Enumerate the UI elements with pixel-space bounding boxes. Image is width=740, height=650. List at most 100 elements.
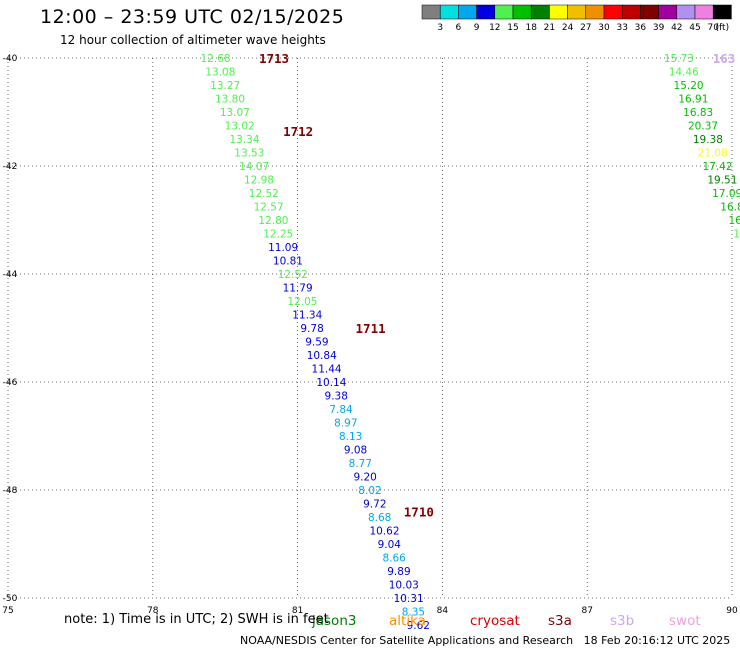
swh-value: 10.03 xyxy=(389,580,419,592)
colorbar-swatch xyxy=(585,4,605,20)
swh-value: 9.38 xyxy=(325,391,348,403)
swh-value: 16. xyxy=(728,215,740,227)
swh-value: 8.02 xyxy=(358,485,381,497)
swh-value: 15.20 xyxy=(674,80,704,92)
swh-value: 9.72 xyxy=(363,499,386,511)
colorbar-swatch xyxy=(512,4,532,20)
swh-value: 16.91 xyxy=(678,94,708,106)
colorbar-label: 24 xyxy=(562,23,574,33)
colorbar-swatch xyxy=(567,4,587,20)
swh-value: 8.66 xyxy=(382,553,406,565)
satellite-legend-item: jason3 xyxy=(311,613,356,629)
colorbar-label: 3 xyxy=(437,23,443,33)
colorbar-label: 6 xyxy=(456,23,462,33)
colorbar-swatch xyxy=(549,4,568,20)
swh-value: 19.51 xyxy=(707,175,737,187)
swh-value: 16.83 xyxy=(683,107,713,119)
swh-value: 9.04 xyxy=(378,539,402,551)
swh-value: 16.8 xyxy=(720,202,740,214)
swh-value: 13.80 xyxy=(215,94,245,106)
swh-value: 9.62 xyxy=(407,620,430,632)
colorbar-label: 70 xyxy=(707,23,719,33)
colorbar-label: 33 xyxy=(616,23,627,33)
grid-lines xyxy=(7,57,733,599)
swh-value: 8.35 xyxy=(402,607,425,619)
swh-value: 17.42 xyxy=(702,161,732,173)
swh-value: 13.34 xyxy=(229,134,259,146)
colorbar-label: 42 xyxy=(671,23,682,33)
colorbar-swatch xyxy=(421,4,441,20)
time-label: 1713 xyxy=(259,51,289,66)
y-tick-label: -48 xyxy=(3,486,18,496)
x-tick-label: 75 xyxy=(2,606,13,616)
colorbar-swatch xyxy=(694,4,714,20)
y-tick-label: -40 xyxy=(3,54,18,64)
footer-credit: NOAA/NESDIS Center for Satellite Applica… xyxy=(240,634,731,647)
swh-value: 11.34 xyxy=(292,310,322,322)
swh-value: 13.27 xyxy=(210,80,240,92)
colorbar-swatch xyxy=(676,4,696,20)
colorbar-label: 15 xyxy=(507,23,518,33)
satellite-legend-item: s3b xyxy=(610,613,634,629)
colorbar-swatch xyxy=(439,4,459,20)
y-tick-label: -46 xyxy=(3,378,18,388)
chart-subtitle: 12 hour collection of altimeter wave hei… xyxy=(60,33,326,47)
colorbar-swatch xyxy=(530,4,550,20)
x-tick-label: 81 xyxy=(292,606,303,616)
swh-value: 11.44 xyxy=(312,364,342,376)
swh-value: 8.13 xyxy=(339,431,362,443)
swh-value: 9.59 xyxy=(305,337,328,349)
swh-value: 12.52 xyxy=(278,269,308,281)
swh-value: 12.57 xyxy=(254,202,284,214)
swh-value: 11.09 xyxy=(268,242,298,254)
swh-value: 10.84 xyxy=(307,350,337,362)
time-label: 1712 xyxy=(283,124,313,139)
y-tick-label: -50 xyxy=(3,594,18,604)
satellite-legend-item: swot xyxy=(669,613,701,629)
colorbar-swatch xyxy=(458,4,477,20)
colorbar-swatch xyxy=(476,4,496,20)
colorbar-label: 30 xyxy=(598,23,610,33)
x-tick-label: 78 xyxy=(147,606,159,616)
time-label: 1710 xyxy=(404,505,434,520)
x-tick-label: 90 xyxy=(726,606,738,616)
colorbar-swatch xyxy=(712,4,732,20)
colorbar-label: (ft) xyxy=(716,23,730,33)
swh-value: 12.80 xyxy=(258,215,288,227)
colorbar-swatch xyxy=(621,4,641,20)
colorbar-label: 45 xyxy=(689,23,700,33)
chart-title: 12:00 – 23:59 UTC 02/15/2025 xyxy=(40,6,345,28)
colorbar-label: 27 xyxy=(580,23,591,33)
x-tick-label: 87 xyxy=(581,606,592,616)
colorbar-swatch xyxy=(603,4,623,20)
swh-value: 9.78 xyxy=(300,323,323,335)
swh-value: 13.53 xyxy=(234,148,264,160)
swh-value: 15. xyxy=(733,229,740,241)
swh-value: 17.09 xyxy=(712,188,740,200)
swh-value: 13.08 xyxy=(205,67,235,79)
y-tick-label: -44 xyxy=(3,270,18,280)
swh-value: 12.05 xyxy=(287,296,317,308)
colorbar-label: 39 xyxy=(653,23,665,33)
colorbar-swatch xyxy=(494,4,514,20)
swh-value: 10.81 xyxy=(273,256,303,268)
swh-value: 9.20 xyxy=(353,472,376,484)
swh-value: 12.98 xyxy=(244,175,274,187)
colorbar-swatch xyxy=(640,4,659,20)
colorbar-label: 9 xyxy=(474,23,480,33)
swh-value: 8.97 xyxy=(334,418,357,430)
x-tick-label: 84 xyxy=(437,606,449,616)
swh-value: 7.84 xyxy=(329,404,353,416)
swh-value: 10.31 xyxy=(394,593,424,605)
satellite-legend-item: s3a xyxy=(548,613,572,629)
colorbar-legend: 3 6 9 12 15 18 21 24 27 30 33 36 39 42 45 70(ft) xyxy=(421,4,732,33)
swh-value: 11.79 xyxy=(283,283,313,295)
swh-value: 12.25 xyxy=(263,229,293,241)
colorbar-label: 18 xyxy=(525,23,537,33)
swh-value: 12.52 xyxy=(249,188,279,200)
note-text: note: 1) Time is in UTC; 2) SWH is in fe… xyxy=(64,612,329,627)
swh-value: 9.89 xyxy=(387,566,410,578)
colorbar-swatch xyxy=(658,4,678,20)
